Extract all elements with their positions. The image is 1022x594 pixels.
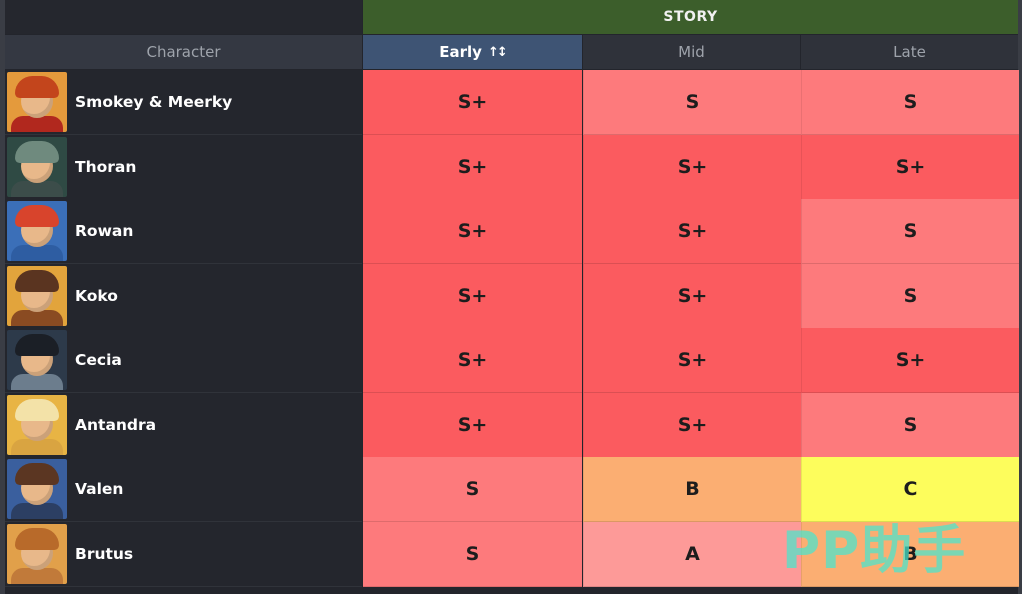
table-row[interactable]: Valen S B C [5,457,1019,522]
character-name: Thoran [75,157,137,176]
tier-cell-late: S [801,199,1019,264]
character-name: Brutus [75,544,134,563]
table-row[interactable]: Thoran S+ S+ S+ [5,134,1019,200]
sort-ascending-icon[interactable]: ↑↕ [487,44,508,60]
table-row[interactable]: Brutus S A B [5,521,1019,587]
tier-cell-late: C [801,457,1019,522]
character-name: Smokey & Meerky [75,93,233,111]
table-row[interactable]: Rowan S+ S+ S [5,199,1019,264]
tier-cell-mid: S+ [583,199,801,264]
table-row[interactable]: Koko S+ S+ S [5,263,1019,329]
character-cell[interactable]: Brutus [5,521,362,587]
character-cell[interactable]: Antandra [5,392,362,458]
tier-cell-late: S+ [801,328,1019,393]
portrait-part [15,527,59,550]
character-name: Rowan [75,222,134,240]
character-cell[interactable]: Cecia [5,328,362,393]
tier-cell-early: S+ [363,263,582,329]
portrait-part [15,76,59,98]
portrait-part [11,245,63,261]
table-row[interactable]: Antandra S+ S+ S [5,392,1019,458]
tier-cell-mid: B [583,457,801,522]
character-portrait [7,72,67,132]
portrait-part [15,463,59,485]
column-header-early[interactable]: Early ↑↕ [363,35,582,69]
column-header-early-label: Early [439,43,482,61]
tier-cell-mid: S+ [583,134,801,200]
column-header-mid-label: Mid [678,43,705,61]
table-row[interactable]: Smokey & Meerky S+ S S [5,70,1019,135]
tier-cell-early: S+ [363,199,582,264]
table-row[interactable]: Cecia S+ S+ S+ [5,328,1019,393]
tier-cell-late: S+ [801,134,1019,200]
tier-cell-mid: S+ [583,328,801,393]
portrait-part [15,269,59,292]
portrait-part [11,309,63,326]
tier-cell-early: S [363,457,582,522]
portrait-part [15,398,59,421]
tier-cell-mid: S [583,70,801,135]
portrait-part [11,180,63,197]
tier-cell-early: S+ [363,70,582,135]
character-name: Antandra [75,415,157,434]
character-portrait [7,523,67,584]
portrait-part [11,374,63,390]
tier-cell-mid: S+ [583,392,801,458]
portrait-part [15,140,59,163]
portrait-part [15,205,59,227]
tier-cell-late: S [801,70,1019,135]
right-border [1018,0,1022,594]
tier-cell-early: S [363,521,582,587]
column-header-character[interactable]: Character [5,35,362,69]
portrait-part [15,334,59,356]
character-cell[interactable]: Koko [5,263,362,329]
character-name: Cecia [75,351,122,369]
left-border [0,0,5,594]
character-cell[interactable]: Thoran [5,134,362,200]
column-header-late[interactable]: Late [801,35,1018,69]
character-portrait [7,265,67,326]
column-header-late-label: Late [893,43,926,61]
tier-cell-late: S [801,392,1019,458]
character-cell[interactable]: Valen [5,457,362,522]
character-cell[interactable]: Smokey & Meerky [5,70,362,135]
watermark-logo: PP助手 [782,521,967,581]
tier-cell-mid: S+ [583,263,801,329]
tier-cell-late: B [801,521,1019,587]
header-spacer [5,0,362,34]
character-portrait [7,136,67,197]
tier-cell-early: S+ [363,134,582,200]
portrait-part [11,438,63,455]
tier-cell-mid: A [583,521,801,587]
column-header-character-label: Character [146,43,221,61]
tier-cell-early: S+ [363,392,582,458]
portrait-part [11,567,63,584]
character-name: Koko [75,286,118,305]
character-portrait [7,459,67,519]
character-cell[interactable]: Rowan [5,199,362,264]
character-portrait [7,394,67,455]
story-group-header: STORY [363,0,1018,34]
tier-cell-early: S+ [363,328,582,393]
character-portrait [7,330,67,390]
tier-cell-late: S [801,263,1019,329]
character-name: Valen [75,480,124,498]
character-portrait [7,201,67,261]
portrait-part [11,116,63,132]
portrait-part [11,503,63,519]
column-header-mid[interactable]: Mid [583,35,800,69]
